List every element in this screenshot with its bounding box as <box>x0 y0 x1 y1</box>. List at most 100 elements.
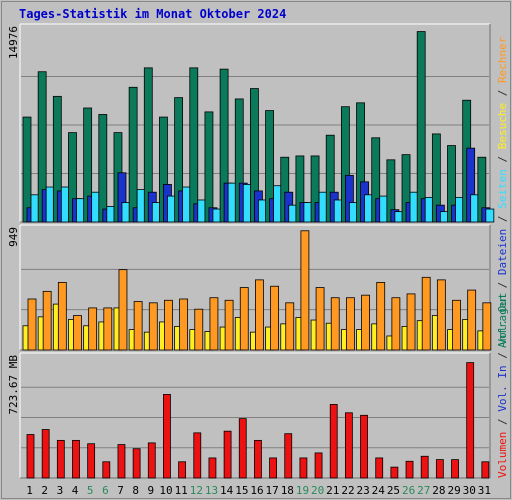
bar-seiten-day-31 <box>485 208 495 223</box>
x-tick-label-day-28: 28 <box>432 484 445 497</box>
legend-besuche: Besuche <box>496 103 509 149</box>
bar-rechner-day-30 <box>467 289 477 351</box>
x-tick-label-day-27: 27 <box>417 484 430 497</box>
x-tick-label-day-18: 18 <box>281 484 294 497</box>
bar-volumen-day-8 <box>132 448 141 479</box>
bar-anfragen-day-6 <box>98 114 108 223</box>
right-legend-top-separator: / <box>496 83 509 103</box>
bar-volumen-day-1 <box>26 434 35 479</box>
bar-rechner-day-5 <box>88 307 98 351</box>
bar-rechner-day-8 <box>133 301 143 351</box>
x-tick-label-day-19: 19 <box>296 484 309 497</box>
x-tick-label-day-24: 24 <box>372 484 386 497</box>
bar-volumen-day-25 <box>390 466 399 479</box>
bar-rechner-day-31 <box>482 302 492 351</box>
legend-vol-in: Vol. In <box>496 365 509 411</box>
x-tick-label-day-1: 1 <box>26 484 33 497</box>
bar-rechner-day-9 <box>148 302 158 351</box>
bar-anfragen-day-13 <box>204 111 214 223</box>
bar-rechner-day-6 <box>103 307 113 351</box>
x-tick-label-day-4: 4 <box>72 484 79 497</box>
bar-rechner-day-17 <box>270 285 279 351</box>
x-tick-label-day-16: 16 <box>250 484 263 497</box>
right-legend-top-separator: / <box>496 209 509 229</box>
right-legend-bottom-separator: / <box>496 346 509 366</box>
bar-rechner-day-23 <box>361 294 370 351</box>
bar-volumen-day-13 <box>208 457 217 479</box>
bar-volumen-day-27 <box>420 455 429 479</box>
x-tick-label-day-13: 13 <box>205 484 218 497</box>
x-tick-label-day-11: 11 <box>175 484 188 497</box>
bar-rechner-day-16 <box>255 279 264 351</box>
bar-volumen-day-11 <box>178 461 187 479</box>
x-tick-label-day-30: 30 <box>463 484 476 497</box>
bar-anfragen-day-1 <box>22 116 32 223</box>
x-tick-label-day-22: 22 <box>341 484 354 497</box>
bar-volumen-day-2 <box>41 429 50 479</box>
bar-rechner-day-12 <box>194 308 204 351</box>
x-tick-label-day-21: 21 <box>326 484 339 497</box>
bar-volumen-day-9 <box>147 442 156 479</box>
bar-volumen-day-29 <box>451 459 459 479</box>
bar-rechner-day-4 <box>73 315 82 351</box>
bar-volumen-day-7 <box>117 444 126 479</box>
bar-rechner-day-28 <box>436 279 446 351</box>
bar-rechner-day-27 <box>421 276 431 351</box>
bar-volumen-day-30 <box>466 362 475 479</box>
bar-rechner-day-11 <box>179 298 189 351</box>
bar-volumen-day-10 <box>163 393 171 479</box>
legend-seiten: Seiten <box>496 169 509 209</box>
right-legend-top: Anfragen / Dateien / Seiten / Besuche / … <box>496 36 509 348</box>
bar-volumen-day-31 <box>481 461 490 479</box>
bar-rechner-day-3 <box>57 282 67 351</box>
bar-rechner-day-20 <box>315 287 325 351</box>
bar-volumen-day-20 <box>314 452 323 479</box>
chart-panel-hits-files-pages-ymax-label: 14976 <box>7 26 20 59</box>
bar-rechner-day-26 <box>406 293 416 351</box>
right-legend-top-separator: / <box>496 149 509 169</box>
x-tick-label-day-6: 6 <box>102 484 109 497</box>
bar-rechner-day-1 <box>27 298 37 351</box>
right-legend-bottom-separator: / <box>496 412 509 432</box>
bar-rechner-day-22 <box>345 297 355 351</box>
x-tick-label-day-29: 29 <box>447 484 460 497</box>
bar-rechner-day-10 <box>164 299 173 351</box>
bar-volumen-day-17 <box>269 457 277 479</box>
page-title: Tages-Statistik im Monat Oktober 2024 <box>19 7 287 21</box>
bar-rechner-day-2 <box>42 290 52 351</box>
x-tick-label-day-7: 7 <box>117 484 124 497</box>
bar-volumen-day-4 <box>72 439 80 479</box>
bar-rechner-day-15 <box>239 287 249 351</box>
bar-rechner-day-25 <box>391 297 401 351</box>
x-tick-label-day-8: 8 <box>132 484 139 497</box>
chart-panel-volume-ymax-label: 723.67 MB <box>7 355 20 415</box>
bar-rechner-day-7 <box>118 269 128 351</box>
bar-rechner-day-29 <box>452 299 461 351</box>
bar-anfragen-day-8 <box>128 86 138 223</box>
bar-volumen-day-19 <box>299 457 308 479</box>
bar-volumen-day-15 <box>238 418 247 479</box>
bar-anfragen-day-27 <box>416 31 426 223</box>
bar-rechner-day-21 <box>330 297 340 351</box>
bar-volumen-day-3 <box>56 439 65 479</box>
bar-rechner-day-13 <box>209 297 219 351</box>
x-tick-label-day-31: 31 <box>478 484 491 497</box>
x-tick-label-day-2: 2 <box>41 484 48 497</box>
bar-volumen-day-6 <box>102 461 111 479</box>
bar-rechner-day-18 <box>285 302 295 351</box>
x-tick-label-day-15: 15 <box>235 484 248 497</box>
x-tick-label-day-12: 12 <box>190 484 203 497</box>
x-tick-label-day-23: 23 <box>357 484 370 497</box>
legend-vol-out: Vol. Out <box>496 293 509 346</box>
chart-panel-visits-sites-ymax-label: 949 <box>7 227 20 247</box>
legend-anfragen: Anfragen <box>496 295 509 348</box>
bar-volumen-day-23 <box>360 414 368 479</box>
x-tick-label-day-20: 20 <box>311 484 324 497</box>
bar-volumen-day-16 <box>254 439 262 479</box>
bar-rechner-day-19 <box>300 230 310 351</box>
right-legend-top-separator: / <box>496 275 509 295</box>
legend-dateien: Dateien <box>496 229 509 275</box>
bar-volumen-day-22 <box>344 412 353 479</box>
